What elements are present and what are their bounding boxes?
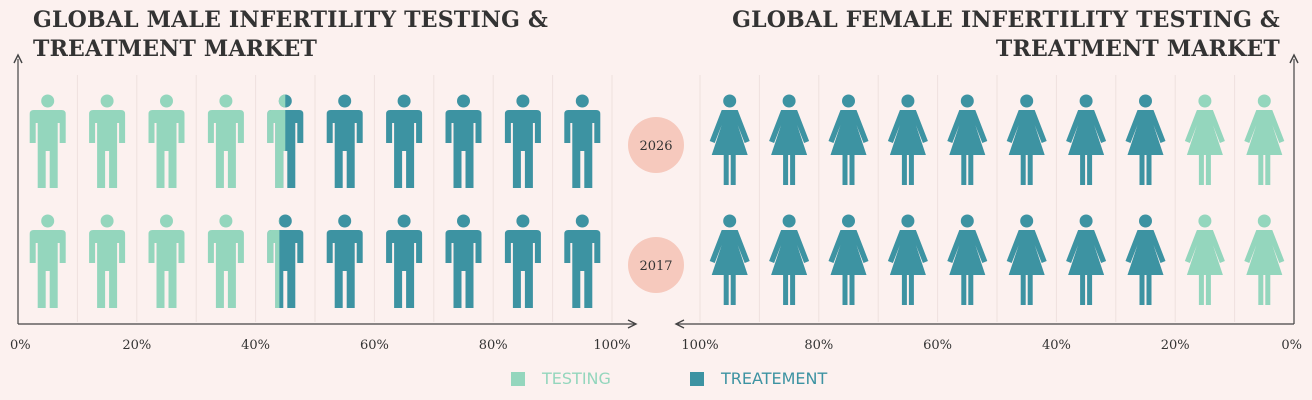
female-icon: [1125, 214, 1166, 305]
male-icon: [267, 94, 304, 188]
x-tick-label: 100%: [593, 338, 630, 353]
year-badge: [628, 117, 684, 173]
x-tick-label: 40%: [241, 338, 270, 353]
male-icon: [504, 214, 541, 308]
x-tick-label: 20%: [1161, 338, 1190, 353]
female-icon: [1006, 94, 1047, 185]
legend-item-testing: TESTING: [511, 369, 611, 388]
male-chart-title: GLOBAL MALE INFERTILITY TESTING & TREATM…: [33, 7, 549, 62]
female-icon: [1006, 214, 1047, 305]
female-icon: [709, 214, 750, 305]
female-icon: [1244, 214, 1285, 305]
y-axis-arrow: [1289, 53, 1299, 64]
male-icon: [564, 94, 601, 188]
female-icon: [1125, 94, 1166, 185]
x-axis-arrow: [627, 319, 638, 329]
x-tick-label: 20%: [122, 338, 151, 353]
male-icon: [326, 214, 363, 308]
male-icon: [445, 214, 482, 308]
x-tick-label: 0%: [1281, 338, 1302, 353]
female-icon: [828, 214, 869, 305]
male-icon: [148, 214, 185, 308]
male-icon: [386, 214, 423, 308]
male-icon: [89, 214, 126, 308]
year-badge: [628, 237, 684, 293]
pictograph-icons: [29, 94, 1285, 308]
x-tick-label: 80%: [804, 338, 833, 353]
female-icon: [887, 214, 928, 305]
female-chart-title: GLOBAL FEMALE INFERTILITY TESTING & TREA…: [732, 7, 1280, 62]
female-icon: [1066, 214, 1107, 305]
female-icon: [1184, 94, 1225, 185]
female-icon: [769, 94, 810, 185]
y-axis-arrow: [13, 53, 23, 64]
grid-lines: [76, 75, 1236, 322]
male-icon: [207, 214, 244, 308]
male-icon: [267, 214, 304, 308]
male-icon: [29, 94, 66, 188]
female-icon: [887, 94, 928, 185]
male-icon: [386, 94, 423, 188]
legend-swatch-treatment: [690, 371, 704, 386]
year-label: 2017: [639, 259, 672, 274]
female-icon: [947, 214, 988, 305]
male-icon: [89, 94, 126, 188]
x-tick-label: 60%: [360, 338, 389, 353]
female-icon: [1184, 214, 1225, 305]
male-icon: [148, 94, 185, 188]
female-icon: [769, 214, 810, 305]
year-label: 2026: [639, 139, 672, 154]
x-tick-label: 100%: [681, 338, 718, 353]
x-tick-label: 60%: [923, 338, 952, 353]
legend-label-testing: TESTING: [542, 369, 611, 388]
female-icon: [1066, 94, 1107, 185]
male-icon: [29, 214, 66, 308]
female-icon: [828, 94, 869, 185]
x-tick-label: 0%: [10, 338, 31, 353]
legend-label-treatment: TREATEMENT: [721, 369, 828, 388]
female-icon: [1244, 94, 1285, 185]
female-icon: [709, 94, 750, 185]
male-icon: [564, 214, 601, 308]
male-icon: [326, 94, 363, 188]
x-tick-label: 80%: [479, 338, 508, 353]
legend-swatch-testing: [511, 371, 525, 386]
x-tick-label: 40%: [1042, 338, 1071, 353]
axes: [13, 53, 1299, 329]
tick-labels: 0% 20% 40% 60% 80% 100% 100% 80% 60% 40% 20% 0%: [10, 338, 1302, 353]
male-icon: [445, 94, 482, 188]
male-icon: [207, 94, 244, 188]
male-icon: [504, 94, 541, 188]
x-axis-arrow: [674, 319, 685, 329]
year-badges: 2026 2017: [628, 117, 684, 293]
legend-item-treatment: TREATEMENT: [690, 369, 827, 388]
female-icon: [947, 94, 988, 185]
